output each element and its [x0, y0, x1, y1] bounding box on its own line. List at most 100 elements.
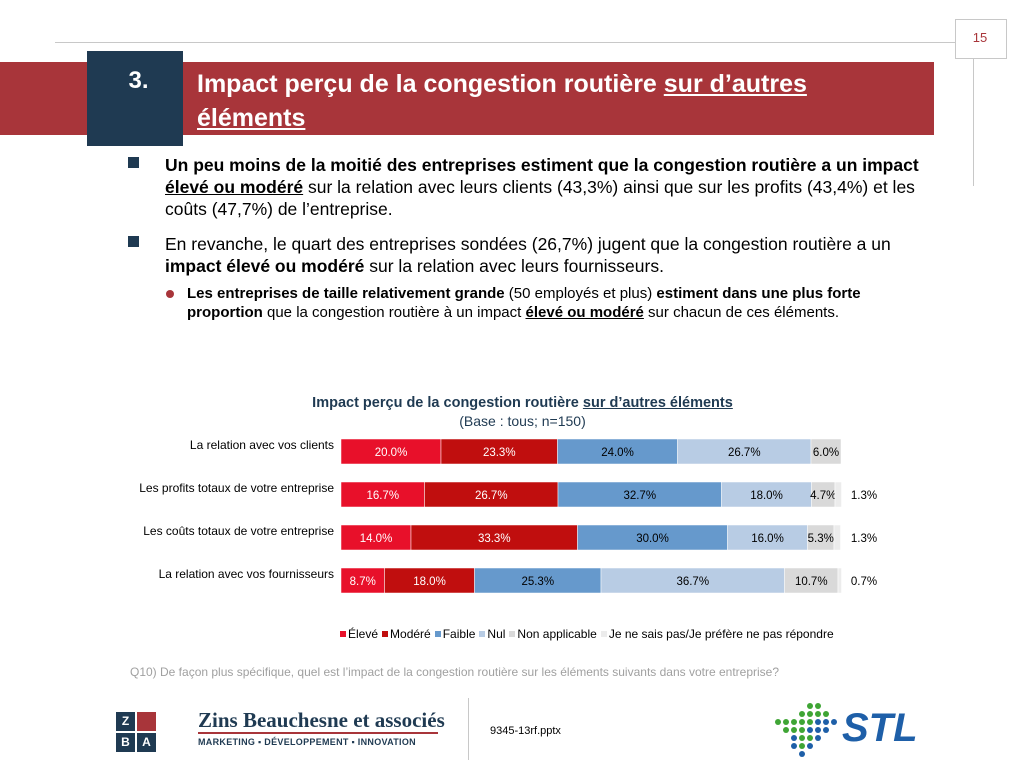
legend-item: Modéré [382, 627, 431, 641]
bar-value-label: 30.0% [636, 533, 669, 545]
bullet-1-bold-underlined: élevé ou modéré [165, 177, 304, 197]
bar-segment [784, 567, 839, 594]
bar-value-label: 4.7% [810, 490, 836, 502]
bar-segment [410, 524, 578, 551]
sub-bullet-dot [166, 290, 174, 298]
legend-label: Élevé [348, 627, 379, 641]
legend-swatch [600, 631, 607, 637]
legend-item: Élevé [340, 627, 378, 641]
section-number: 3. [128, 67, 149, 94]
legend-swatch [509, 631, 516, 637]
page-title: Impact perçu de la congestion routière s… [197, 67, 917, 135]
bar-value-label: 26.7% [728, 447, 761, 459]
zba-cell-red [137, 712, 156, 731]
page-number-box [955, 19, 1007, 59]
legend-swatch [479, 631, 486, 637]
title-line2: éléments [197, 104, 306, 132]
title-part1: Impact perçu de la congestion routière [197, 70, 664, 98]
bar-segment [834, 481, 842, 508]
bar-segment [474, 567, 602, 594]
stacked-bar-chart: La relation avec vos clients 20.0% 23.3% 24… [139, 438, 877, 594]
chart-title-part1: Impact perçu de la congestion routière [312, 395, 583, 411]
zba-cell-a: A [137, 733, 156, 752]
bar-value-label: 23.3% [483, 447, 516, 459]
chart-title-underlined: sur d’autres éléments [582, 395, 733, 411]
right-divider [973, 42, 974, 186]
zba-logo: Z B A [116, 712, 156, 752]
file-name: 9345-13rf.pptx [490, 725, 561, 737]
bar-segment [424, 481, 559, 508]
bullet-2: En revanche, le quart des entreprises so… [165, 233, 935, 277]
legend-swatch [340, 631, 346, 637]
bar-value-label: 18.0% [750, 490, 783, 502]
legend-swatch [434, 631, 441, 637]
chart-base: (Base : tous; n=150) [459, 413, 586, 429]
bar-value-label: 32.7% [623, 490, 656, 502]
bullet-square [128, 236, 139, 247]
bar-segment [837, 567, 842, 594]
bullet-1: Un peu moins de la moitié des entreprise… [165, 154, 935, 220]
sub-bold2: estiment dans une plus forte proportion [187, 285, 861, 321]
legend-item: Non applicable [509, 627, 597, 641]
section-number-box [87, 51, 183, 146]
legend-swatch [382, 631, 389, 637]
bar-segment [833, 524, 841, 551]
legend-label: Faible [442, 627, 476, 641]
zba-cell-z: Z [116, 712, 135, 731]
stl-dots-icon [775, 703, 837, 757]
bar-value-label: 14.0% [360, 533, 393, 545]
footer-separator [468, 698, 469, 760]
sub-text3: sur chacun de ces éléments. [643, 304, 839, 321]
bar-value-label: 8.7% [350, 576, 376, 588]
bar-value-label: 16.7% [366, 490, 399, 502]
bar-value-label: 36.7% [676, 576, 709, 588]
sub-bullet: Les entreprises de taille relativement g… [187, 284, 922, 322]
bar-segment [557, 481, 722, 508]
bar-value-label: 1.3% [851, 533, 877, 545]
top-divider [55, 42, 955, 43]
bar-value-label: 16.0% [751, 533, 784, 545]
bar-value-label: 10.7% [795, 576, 828, 588]
category-label: Les profits totaux de votre entreprise [139, 481, 334, 495]
company-rule [198, 732, 438, 734]
bar-value-label: 0.7% [851, 576, 877, 588]
legend-label: Modéré [390, 627, 431, 641]
bar-value-label: 26.7% [475, 490, 508, 502]
chart-legend: Élevé Modéré Faible Nul Non applicable Je ne … [340, 627, 838, 641]
bar-segment [340, 481, 425, 508]
sub-text1: (50 employés et plus) [504, 285, 657, 302]
question-text: Q10) De façon plus spécifique, quel est … [130, 665, 780, 679]
bar-segment [384, 567, 475, 594]
bullet-2-text1: En revanche, le quart des entreprises so… [165, 234, 891, 254]
page-number: 15 [972, 30, 988, 45]
bar-segment [557, 438, 678, 465]
bullet-square [128, 157, 139, 168]
bar-value-label: 24.0% [601, 447, 634, 459]
sub-text2: que la congestion routière à un impact [262, 304, 526, 321]
legend-item: Faible [434, 627, 476, 641]
title-underlined: sur d’autres [663, 70, 807, 98]
bar-value-label: 5.3% [808, 533, 834, 545]
bar-segment [810, 438, 842, 465]
bar-value-label: 20.0% [375, 447, 408, 459]
legend-label: Non applicable [517, 627, 597, 641]
bar-value-label: 1.3% [851, 490, 877, 502]
legend-label: Je ne sais pas/Je préfère ne pas répondr… [608, 627, 834, 641]
company-tagline: MARKETING ▪ DÉVELOPPEMENT ▪ INNOVATION [198, 737, 416, 747]
bar-value-label: 33.3% [478, 533, 511, 545]
category-label: Les coûts totaux de votre entreprise [143, 524, 334, 538]
sub-bold-underlined: élevé ou modéré [525, 304, 644, 321]
bar-segment [721, 481, 812, 508]
legend-item: Je ne sais pas/Je préfère ne pas répondr… [600, 627, 834, 641]
bullet-1-rest: sur la relation avec leurs clients (43,3… [165, 177, 915, 219]
legend-label: Nul [487, 627, 506, 641]
category-label: La relation avec vos clients [190, 438, 334, 452]
bar-value-label: 25.3% [521, 576, 554, 588]
bullet-1-bold: Un peu moins de la moitié des entreprise… [165, 155, 919, 175]
legend-item: Nul [479, 627, 505, 641]
category-label: La relation avec vos fournisseurs [159, 567, 334, 581]
bar-value-label: 18.0% [413, 576, 446, 588]
bullet-2-text2: sur la relation avec leurs fournisseurs. [364, 256, 664, 276]
bullet-2-bold: impact élevé ou modéré [165, 256, 365, 276]
stl-logo-text: STL [842, 706, 918, 750]
